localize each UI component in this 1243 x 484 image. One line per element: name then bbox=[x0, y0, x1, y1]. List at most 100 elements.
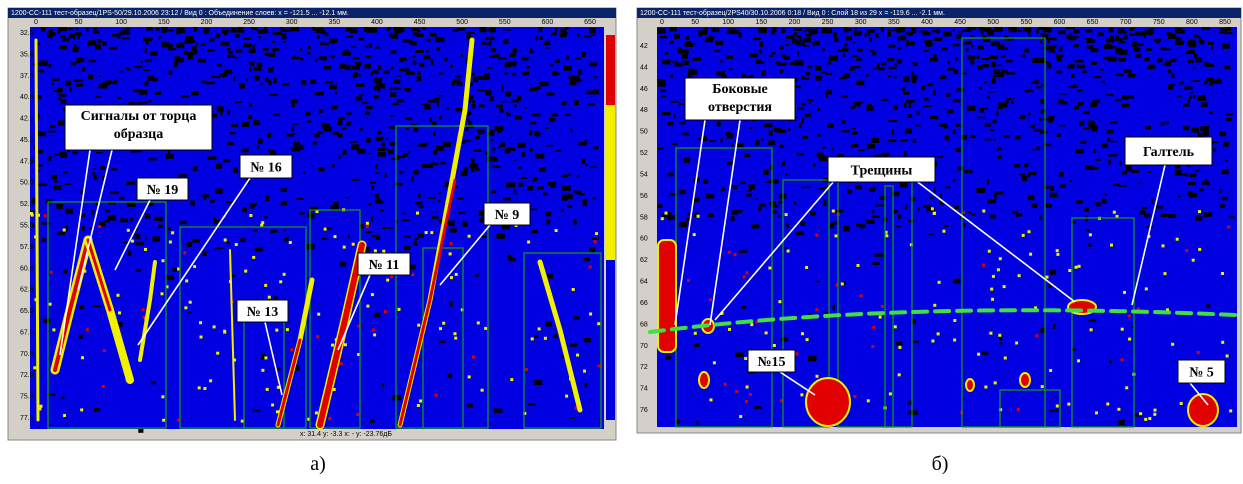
noise bbox=[102, 385, 105, 388]
noise bbox=[406, 128, 409, 130]
noise bbox=[806, 72, 811, 76]
noise bbox=[772, 52, 776, 54]
noise bbox=[1166, 49, 1171, 51]
noise bbox=[562, 101, 567, 105]
noise bbox=[1054, 397, 1056, 399]
noise bbox=[249, 103, 252, 107]
noise bbox=[788, 128, 791, 131]
noise bbox=[823, 200, 826, 205]
noise bbox=[995, 191, 1003, 194]
noise bbox=[96, 152, 102, 154]
top-tick-label: 0 bbox=[660, 19, 664, 26]
noise bbox=[349, 141, 358, 143]
noise bbox=[1121, 328, 1124, 331]
noise bbox=[168, 48, 175, 50]
noise bbox=[717, 122, 721, 127]
noise bbox=[988, 96, 990, 99]
noise bbox=[470, 163, 478, 169]
noise bbox=[411, 28, 417, 31]
noise bbox=[1049, 369, 1052, 372]
noise bbox=[131, 240, 134, 243]
noise bbox=[290, 27, 299, 31]
noise bbox=[1183, 126, 1190, 130]
noise bbox=[191, 91, 199, 95]
noise bbox=[438, 193, 442, 195]
noise bbox=[449, 252, 452, 255]
noise bbox=[216, 164, 222, 169]
noise bbox=[1100, 69, 1103, 71]
noise bbox=[171, 231, 174, 234]
noise bbox=[504, 73, 508, 75]
noise bbox=[1188, 100, 1190, 103]
noise bbox=[1156, 39, 1160, 43]
noise bbox=[342, 128, 347, 130]
noise bbox=[289, 241, 292, 244]
noise bbox=[54, 180, 58, 182]
noise bbox=[217, 64, 222, 67]
noise bbox=[126, 67, 129, 70]
noise bbox=[755, 198, 758, 200]
noise bbox=[1221, 341, 1224, 344]
noise bbox=[875, 254, 884, 257]
noise bbox=[1040, 27, 1042, 29]
noise bbox=[896, 225, 901, 227]
top-tick-label: 350 bbox=[888, 19, 900, 26]
noise bbox=[50, 271, 53, 274]
noise bbox=[149, 158, 157, 160]
noise bbox=[1109, 28, 1114, 33]
noise bbox=[894, 63, 897, 65]
noise bbox=[942, 230, 945, 233]
noise bbox=[878, 68, 885, 71]
noise bbox=[746, 271, 749, 274]
noise bbox=[532, 114, 541, 117]
left-tick-label: 58 bbox=[640, 214, 648, 221]
noise bbox=[469, 101, 471, 103]
noise bbox=[888, 30, 895, 32]
noise bbox=[486, 37, 495, 40]
noise bbox=[671, 101, 679, 103]
noise bbox=[398, 308, 401, 311]
noise bbox=[461, 171, 468, 176]
scale-blue bbox=[606, 260, 615, 420]
noise bbox=[1005, 60, 1012, 62]
noise bbox=[550, 183, 556, 188]
noise bbox=[1047, 64, 1051, 69]
noise bbox=[845, 27, 848, 32]
noise bbox=[1166, 121, 1169, 124]
noise bbox=[389, 126, 395, 129]
noise bbox=[673, 114, 676, 118]
noise bbox=[1111, 45, 1116, 48]
noise bbox=[419, 205, 424, 208]
noise bbox=[208, 156, 217, 159]
noise bbox=[1093, 149, 1096, 153]
noise bbox=[403, 153, 408, 157]
left-tick-label: 56 bbox=[640, 193, 648, 200]
noise bbox=[829, 56, 838, 61]
noise bbox=[574, 316, 580, 319]
noise bbox=[956, 34, 961, 38]
top-tick-label: 400 bbox=[371, 19, 383, 26]
noise bbox=[1154, 409, 1157, 412]
noise bbox=[220, 111, 222, 117]
noise bbox=[318, 131, 323, 134]
noise bbox=[1220, 28, 1224, 31]
noise bbox=[417, 71, 421, 75]
noise bbox=[574, 190, 579, 193]
noise bbox=[376, 137, 383, 140]
noise bbox=[543, 193, 548, 196]
noise bbox=[855, 28, 857, 33]
noise bbox=[439, 73, 443, 75]
noise bbox=[1194, 127, 1197, 130]
noise bbox=[1219, 32, 1224, 34]
noise bbox=[432, 122, 436, 126]
noise bbox=[999, 343, 1003, 345]
noise bbox=[869, 38, 872, 42]
noise bbox=[386, 138, 388, 141]
top-tick-label: 350 bbox=[328, 19, 340, 26]
noise bbox=[867, 144, 876, 149]
noise bbox=[1224, 65, 1230, 69]
noise bbox=[133, 89, 142, 92]
noise bbox=[482, 236, 487, 238]
noise bbox=[343, 150, 347, 155]
left-tick-label: 62 bbox=[640, 257, 648, 264]
